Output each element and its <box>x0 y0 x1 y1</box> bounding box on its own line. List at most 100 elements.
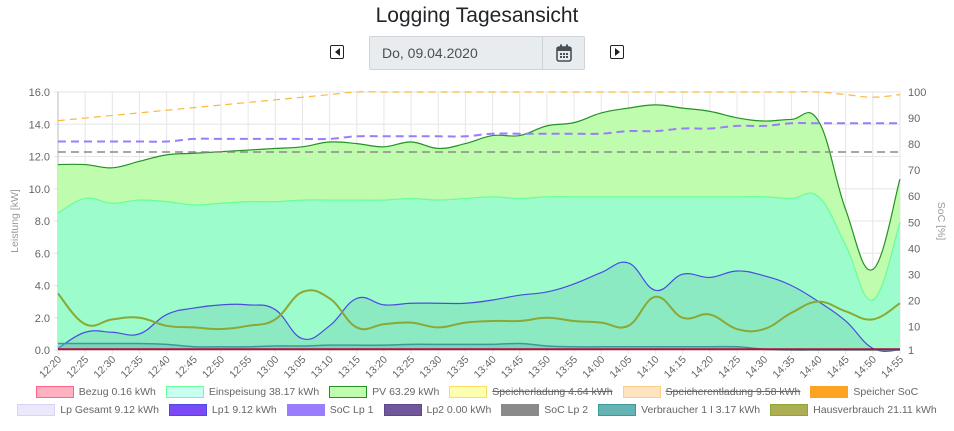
y-tick-label: 14.0 <box>29 119 50 131</box>
date-picker[interactable]: Do, 09.04.2020 <box>369 36 585 70</box>
y2-tick-label: 80 <box>908 139 920 151</box>
y2-tick-label: 100 <box>908 87 926 99</box>
prev-day-button[interactable] <box>330 45 344 59</box>
x-tick-label: 12:50 <box>200 354 227 381</box>
legend-label: Hausverbrauch 21.11 kWh <box>813 404 937 416</box>
x-tick-label: 14:55 <box>879 354 906 381</box>
legend-item[interactable]: Bezug 0.16 kWh <box>35 386 156 398</box>
legend-item[interactable]: Lp1 9.12 kWh <box>168 404 277 416</box>
y2-tick-label: 90 <box>908 113 920 125</box>
x-tick-label: 14:50 <box>852 354 879 381</box>
legend-item[interactable]: SoC Lp 2 <box>501 404 588 416</box>
x-tick-label: 12:55 <box>227 354 254 381</box>
chart: 0.0 2.0 4.0 6.0 8.0 10.0 12.0 14.0 16.0 1 10 20 30 40… <box>9 87 947 381</box>
legend-label: SoC Lp 2 <box>544 404 589 416</box>
legend-item[interactable]: Speicherladung 4.64 kWh <box>449 386 613 398</box>
legend-label: Speicher SoC <box>853 386 919 398</box>
y-tick-label: 0.0 <box>35 345 50 357</box>
legend-label: PV 63.29 kWh <box>372 386 440 398</box>
legend-item[interactable]: Verbraucher 1 I 3.17 kWh <box>598 404 760 416</box>
legend-swatch <box>598 404 637 416</box>
x-tick-label: 13:55 <box>553 354 580 381</box>
y-tick-label: 6.0 <box>35 248 50 260</box>
y2-tick-label: 10 <box>908 322 920 334</box>
legend-label: Speicherladung 4.64 kWh <box>492 386 613 398</box>
calendar-icon[interactable] <box>542 37 584 69</box>
x-tick-label: 12:20 <box>37 354 64 381</box>
legend-label: Lp Gesamt 9.12 kWh <box>60 404 159 416</box>
legend-label: Speicherentladung 9.58 kWh <box>665 386 801 398</box>
legend-swatch <box>501 404 540 416</box>
x-tick-label: 14:45 <box>825 354 852 381</box>
x-tick-label: 13:35 <box>444 354 471 381</box>
x-tick-label: 14:05 <box>607 354 634 381</box>
date-input[interactable]: Do, 09.04.2020 <box>382 45 478 61</box>
legend-item[interactable]: Lp2 0.00 kWh <box>383 404 492 416</box>
line-einspeisung <box>57 192 901 301</box>
x-tick-label: 13:45 <box>499 354 526 381</box>
x-tick-label: 14:20 <box>689 354 716 381</box>
caret-left-icon <box>334 48 340 56</box>
y-tick-label: 2.0 <box>35 313 50 325</box>
legend-label: Einspeisung 38.17 kWh <box>208 386 320 398</box>
x-tick-label: 14:30 <box>743 354 770 381</box>
caret-right-icon <box>614 48 620 56</box>
y-tick-label: 10.0 <box>29 184 50 196</box>
x-tick-label: 14:40 <box>798 354 825 381</box>
legend-swatch <box>168 404 207 416</box>
x-tick-label: 12:25 <box>64 354 91 381</box>
legend-swatch <box>17 404 56 416</box>
legend-label: Lp1 9.12 kWh <box>211 404 277 416</box>
legend-item[interactable]: Speicher SoC <box>810 386 918 398</box>
x-tick-label: 14:00 <box>580 354 607 381</box>
legend-label: Verbraucher 1 I 3.17 kWh <box>641 404 761 416</box>
x-tick-label: 13:15 <box>336 354 363 381</box>
legend-item[interactable]: Lp Gesamt 9.12 kWh <box>17 404 159 416</box>
x-tick-label: 14:35 <box>770 354 797 381</box>
legend-item[interactable]: PV 63.29 kWh <box>329 386 439 398</box>
x-tick-label: 12:40 <box>146 354 173 381</box>
legend-swatch <box>165 386 204 398</box>
line-hausverbrauch-21-11-kwh <box>57 289 901 333</box>
line-pv <box>57 104 901 271</box>
legend-row-2: Lp Gesamt 9.12 kWh Lp1 9.12 kWh SoC Lp 1 Lp… <box>0 404 954 416</box>
page-title: Logging Tagesansicht <box>375 4 579 27</box>
legend-swatch <box>770 404 809 416</box>
legend-swatch <box>329 386 368 398</box>
legend-label: Bezug 0.16 kWh <box>78 386 156 398</box>
y2-tick-label: 70 <box>908 165 920 177</box>
legend-swatch <box>35 386 74 398</box>
legend-swatch <box>449 386 488 398</box>
x-tick-label: 12:45 <box>173 354 200 381</box>
x-tick-label: 13:10 <box>309 354 336 381</box>
area-lp1 <box>58 262 900 352</box>
x-tick-label: 14:15 <box>662 354 689 381</box>
x-tick-label: 13:00 <box>254 354 281 381</box>
line-soc-lp-1 <box>58 122 900 143</box>
x-tick-label: 13:25 <box>390 354 417 381</box>
x-tick-label: 14:25 <box>716 354 743 381</box>
x-tick-label: 13:05 <box>282 354 309 381</box>
y2-tick-label: 50 <box>908 217 920 229</box>
x-tick-label: 13:50 <box>526 354 553 381</box>
x-tick-label: 14:10 <box>635 354 662 381</box>
y-tick-label: 16.0 <box>29 87 50 99</box>
y2-tick-label: 60 <box>908 191 920 203</box>
y-axis-title: Leistung [kW] <box>9 189 21 253</box>
x-tick-label: 13:40 <box>472 354 499 381</box>
y2-tick-label: 1 <box>908 345 914 357</box>
line-speicher-soc <box>57 91 901 122</box>
y-tick-label: 12.0 <box>29 152 50 164</box>
y2-tick-label: 20 <box>908 295 920 307</box>
x-tick-label: 13:30 <box>417 354 444 381</box>
legend-item[interactable]: Einspeisung 38.17 kWh <box>165 386 320 398</box>
legend-item[interactable]: Hausverbrauch 21.11 kWh <box>770 404 937 416</box>
next-day-button[interactable] <box>610 45 624 59</box>
date-navigation: Do, 09.04.2020 <box>0 36 954 70</box>
x-tick-label: 12:30 <box>91 354 118 381</box>
x-tick-label: 12:35 <box>119 354 146 381</box>
legend-item[interactable]: SoC Lp 1 <box>286 404 374 416</box>
legend-swatch <box>622 386 661 398</box>
legend-label: Lp2 0.00 kWh <box>426 404 492 416</box>
legend-item[interactable]: Speicherentladung 9.58 kWh <box>622 386 801 398</box>
